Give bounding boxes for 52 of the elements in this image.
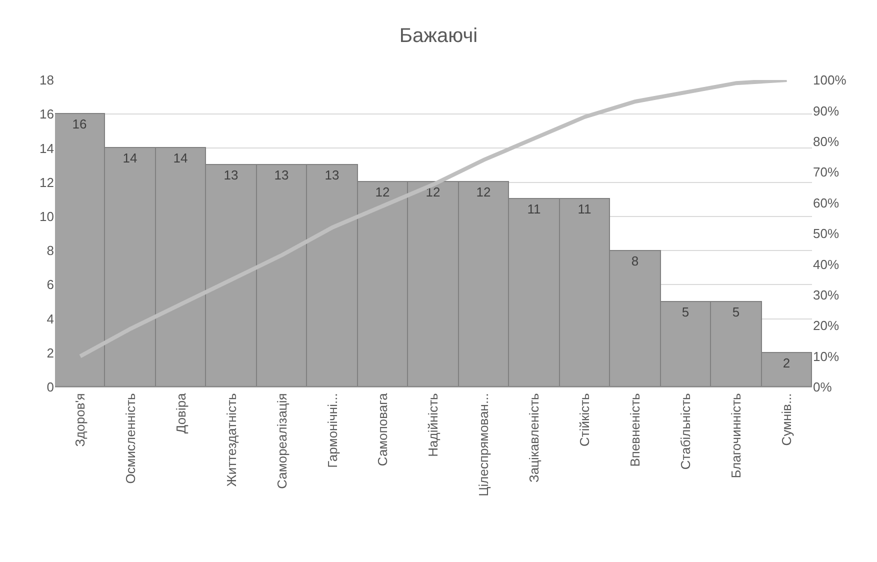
data-label: 14 — [122, 150, 138, 166]
y-tick-label: 6 — [46, 277, 54, 292]
y-tick-label: 16 — [40, 106, 54, 122]
y2-tick-label: 80% — [813, 134, 840, 149]
y2-tick-label: 60% — [813, 195, 840, 210]
chart-title: Бажаючі — [399, 25, 478, 48]
x-tick-label: Самореалізація — [274, 393, 290, 489]
data-label: 2 — [782, 356, 790, 370]
data-label: 12 — [375, 184, 390, 200]
x-tick-label: Здоров'я — [72, 393, 88, 447]
data-label: 16 — [72, 116, 87, 132]
data-label: 13 — [274, 168, 289, 182]
x-tick-label: Довіра — [173, 392, 188, 434]
y-tick-label: 18 — [40, 72, 54, 88]
x-tick-label: Надійність — [426, 392, 441, 457]
x-tick-label: Благочинність — [728, 392, 744, 478]
data-label: 13 — [224, 168, 238, 182]
data-label: 11 — [578, 202, 592, 216]
x-tick-label: Сумнів... — [778, 393, 794, 446]
x-tick-label: Самоповага — [375, 392, 390, 466]
y-tick-label: 14 — [40, 140, 54, 156]
y2-tick-label: 20% — [813, 318, 840, 334]
x-tick-label: Гармонічні... — [324, 393, 340, 468]
y-tick-label: 8 — [46, 243, 54, 258]
y2-tick-label: 70% — [813, 164, 840, 180]
y2-tick-label: 100% — [813, 72, 847, 88]
y-tick-label: 2 — [46, 345, 54, 360]
y2-tick-label: 50% — [813, 226, 840, 242]
y-tick-label: 0 — [46, 380, 54, 395]
y-tick-label: 12 — [40, 174, 54, 190]
x-tick-label: Стійкість — [577, 392, 592, 446]
data-label: 12 — [476, 184, 491, 200]
y-tick-label: 10 — [40, 208, 54, 224]
data-label: 11 — [527, 202, 541, 216]
x-tick-label: Впевненість — [628, 392, 643, 467]
data-label: 5 — [682, 304, 690, 320]
data-label: 13 — [324, 168, 340, 182]
x-tick-label: Життездатність — [224, 392, 239, 487]
data-label: 12 — [426, 184, 440, 200]
data-label: 8 — [631, 254, 639, 268]
x-tick-label: Стабільність — [678, 392, 694, 470]
y2-tick-label: 30% — [813, 287, 840, 302]
y2-tick-label: 0% — [813, 380, 832, 395]
data-label: 14 — [173, 150, 188, 166]
x-tick-label: Осмисленність — [122, 392, 138, 484]
data-label: 5 — [732, 304, 740, 320]
y2-tick-label: 90% — [813, 103, 840, 118]
x-tick-label: Цілеспрямован... — [476, 393, 492, 496]
x-tick-label: Зацікавленість — [526, 392, 542, 483]
y2-tick-label: 40% — [813, 256, 840, 272]
y2-tick-label: 10% — [813, 348, 840, 364]
y-tick-label: 4 — [46, 311, 54, 326]
